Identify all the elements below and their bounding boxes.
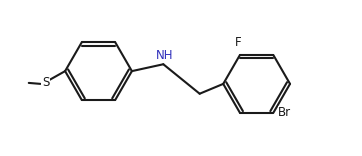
Text: S: S [42, 76, 49, 89]
Text: NH: NH [156, 49, 173, 62]
Text: F: F [235, 36, 241, 49]
Text: Br: Br [278, 106, 291, 119]
